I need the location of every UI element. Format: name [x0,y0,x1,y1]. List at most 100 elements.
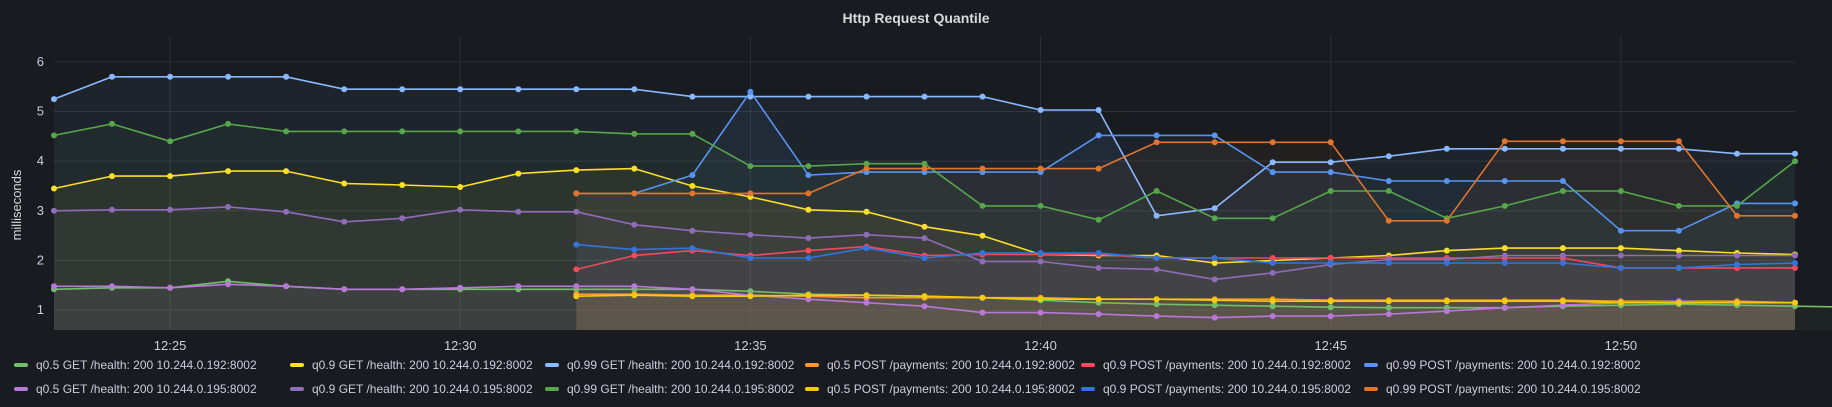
data-point[interactable] [1385,178,1392,184]
data-point[interactable] [109,120,115,127]
data-point[interactable] [1211,314,1218,321]
data-point[interactable] [225,168,232,175]
data-point[interactable] [167,206,174,213]
data-point[interactable] [1211,132,1218,139]
data-point[interactable] [1559,188,1566,194]
data-point[interactable] [1617,138,1624,145]
data-point[interactable] [515,128,522,135]
data-point[interactable] [341,286,348,293]
data-point[interactable] [1385,304,1392,311]
data-point[interactable] [1501,202,1508,209]
data-point[interactable] [631,292,638,299]
data-point[interactable] [51,207,57,214]
data-point[interactable] [1792,200,1798,207]
data-point[interactable] [689,245,696,252]
data-point[interactable] [689,172,696,179]
data-point[interactable] [747,293,754,300]
data-point[interactable] [1385,311,1392,318]
data-point[interactable] [1501,252,1508,259]
data-point[interactable] [1675,299,1682,306]
data-point[interactable] [1792,158,1798,165]
legend-item[interactable]: q0.99 POST /payments: 200 10.244.0.192:8… [1364,356,1654,374]
data-point[interactable] [689,183,696,189]
data-point[interactable] [921,93,928,100]
data-point[interactable] [805,172,812,179]
data-point[interactable] [1153,301,1160,308]
data-point[interactable] [689,227,696,234]
data-point[interactable] [805,93,812,100]
data-point[interactable] [1327,255,1334,261]
data-point[interactable] [1617,245,1624,252]
data-point[interactable] [1327,313,1334,320]
data-point[interactable] [1792,252,1798,259]
data-point[interactable] [573,266,580,273]
series-line-11[interactable] [576,140,1795,222]
data-point[interactable] [457,206,464,213]
data-point[interactable] [573,283,580,290]
data-point[interactable] [283,168,290,175]
data-point[interactable] [863,208,870,215]
data-point[interactable] [1559,260,1566,266]
data-point[interactable] [921,160,928,167]
data-point[interactable] [631,130,638,137]
data-point[interactable] [1385,217,1392,224]
data-point[interactable] [573,241,580,248]
data-point[interactable] [515,170,522,177]
data-point[interactable] [921,223,928,230]
legend-item[interactable]: q0.99 POST /payments: 200 10.244.0.195:8… [1364,380,1654,398]
data-point[interactable] [1734,150,1740,157]
data-point[interactable] [631,283,638,290]
data-point[interactable] [1617,264,1624,271]
data-point[interactable] [1037,309,1044,316]
data-point[interactable] [1327,188,1334,194]
data-point[interactable] [283,128,290,135]
data-point[interactable] [805,235,812,242]
data-point[interactable] [573,167,580,174]
data-point[interactable] [631,86,638,93]
data-point[interactable] [1037,165,1044,172]
data-point[interactable] [1385,298,1392,305]
data-point[interactable] [399,128,406,135]
data-point[interactable] [1675,138,1682,145]
legend-item[interactable]: q0.9 GET /health: 200 10.244.0.195:8002 [290,380,545,398]
data-point[interactable] [1501,145,1508,152]
data-point[interactable] [1095,107,1102,113]
data-point[interactable] [1559,145,1566,152]
data-point[interactable] [1385,153,1392,160]
data-point[interactable] [1037,107,1044,113]
legend-item[interactable]: q0.99 GET /health: 200 10.244.0.192:8002 [545,356,805,374]
data-point[interactable] [1501,245,1508,252]
data-point[interactable] [1095,216,1102,223]
data-point[interactable] [283,208,290,215]
data-point[interactable] [1327,298,1334,305]
data-point[interactable] [109,283,115,290]
data-point[interactable] [863,292,870,299]
data-point[interactable] [167,73,174,80]
data-point[interactable] [1675,145,1682,152]
data-point[interactable] [1501,178,1508,184]
data-point[interactable] [399,86,406,93]
data-point[interactable] [1675,202,1682,209]
data-point[interactable] [1501,138,1508,145]
data-point[interactable] [341,86,348,93]
data-point[interactable] [921,255,928,261]
data-point[interactable] [167,173,174,180]
data-point[interactable] [1211,260,1218,266]
data-point[interactable] [1792,212,1798,219]
data-point[interactable] [1269,169,1276,176]
data-point[interactable] [1501,260,1508,266]
data-point[interactable] [399,286,406,293]
data-point[interactable] [457,184,464,190]
data-point[interactable] [863,93,870,100]
data-point[interactable] [863,165,870,172]
data-point[interactable] [51,132,57,139]
data-point[interactable] [979,294,986,301]
data-point[interactable] [225,73,232,80]
data-point[interactable] [689,286,696,293]
data-point[interactable] [805,292,812,299]
data-point[interactable] [1269,269,1276,276]
data-point[interactable] [1269,139,1276,146]
data-point[interactable] [1385,188,1392,194]
data-point[interactable] [689,130,696,137]
data-point[interactable] [225,281,232,288]
